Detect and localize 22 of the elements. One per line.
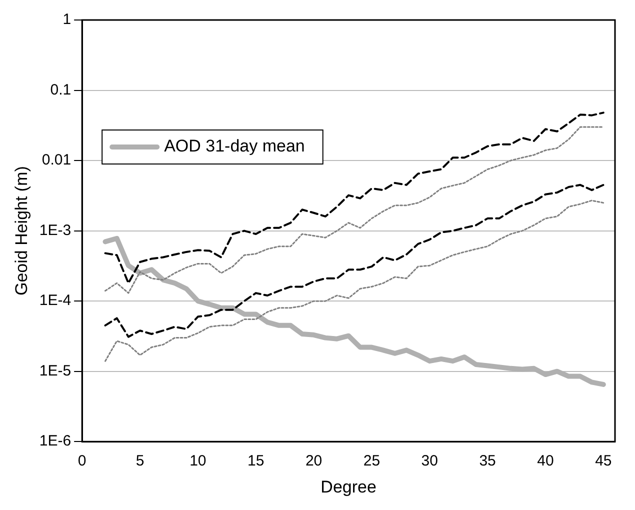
y-tick-label: 1E-5 — [39, 362, 72, 380]
x-tick-label: 35 — [479, 452, 496, 470]
x-tick-label: 45 — [595, 452, 612, 470]
line-series — [104, 184, 604, 338]
x-tick-label: 5 — [136, 452, 144, 470]
y-tick-label: 1 — [62, 11, 72, 28]
y-tick-label: 1E-3 — [39, 222, 72, 239]
x-tick-label: 15 — [248, 452, 264, 470]
x-tick-label: 20 — [305, 452, 322, 470]
x-tick-label: 40 — [537, 452, 554, 470]
x-tick-label: 25 — [363, 452, 380, 470]
line-series — [104, 200, 604, 362]
x-tick-label: 10 — [190, 452, 206, 470]
y-tick-label: 1E-4 — [39, 292, 72, 310]
y-tick-label: 0.01 — [42, 152, 72, 169]
x-axis-title: Degree — [320, 477, 376, 496]
y-tick-label: 0.1 — [50, 81, 72, 98]
x-tick-label: 0 — [78, 452, 86, 470]
legend-label: AOD 31-day mean — [164, 136, 305, 156]
y-tick-label: 1E-6 — [39, 432, 72, 450]
y-axis-title: Geoid Height (m) — [12, 166, 31, 296]
x-tick-label: 30 — [421, 452, 438, 470]
